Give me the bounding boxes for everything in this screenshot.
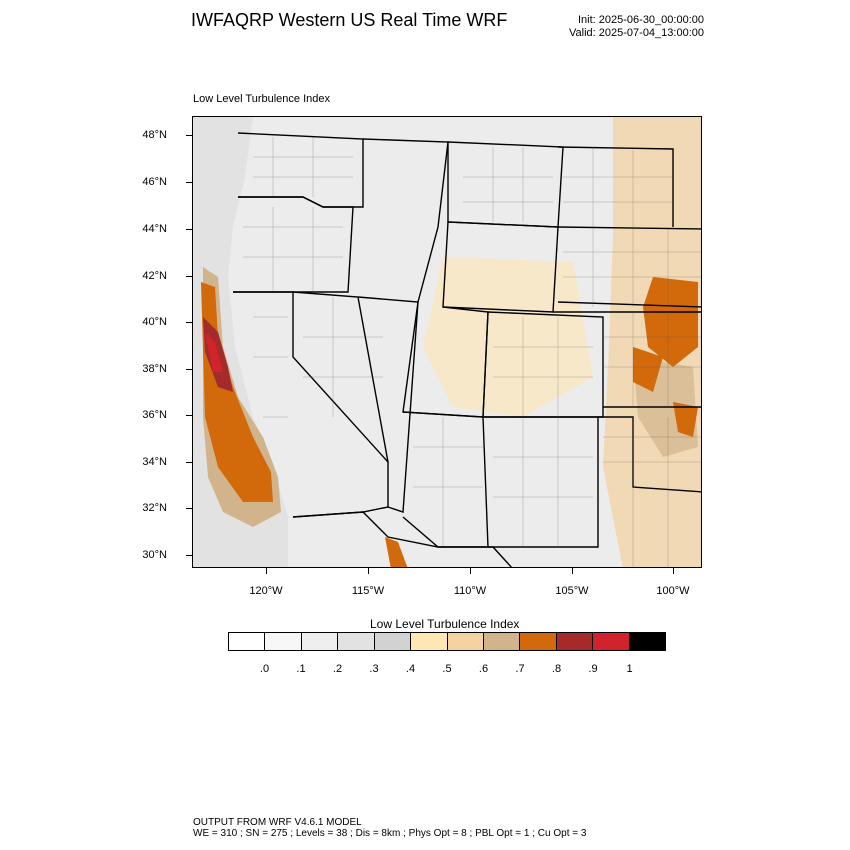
lat-label-30: 30°N [142,549,167,561]
lat-label-42: 42°N [142,270,167,282]
lat-label-36: 36°N [142,409,167,421]
legend-label: .8 [551,663,562,675]
legend-swatch [301,633,339,650]
lon-tick [673,568,674,574]
legend-label: .7 [515,663,525,675]
legend-label: .3 [369,663,379,675]
county-boundaries [243,137,701,567]
valid-time: Valid: 2025-07-04_13:00:00 [569,27,704,39]
lon-label-100w: 100°W [656,585,690,597]
lat-tick [186,462,192,463]
lat-tick [186,276,192,277]
lat-tick [186,135,192,136]
lat-label-44: 44°N [142,223,167,235]
lon-tick [266,568,267,574]
orange-blob-oklahoma [673,402,698,437]
legend-label: .1 [296,663,306,675]
lat-tick [186,229,192,230]
orange-blob-kansas-south [633,347,663,392]
legend-label: .5 [442,663,452,675]
legend-swatch [520,633,557,650]
footer-model: OUTPUT FROM WRF V4.6.1 MODEL [193,817,362,828]
lon-label-105w: 105°W [555,585,589,597]
footer-settings: WE = 310 ; SN = 275 ; Levels = 38 ; Dis … [193,828,587,839]
legend-title: Low Level Turbulence Index [370,617,520,631]
legend-colorbar [228,632,666,651]
init-time: Init: 2025-06-30_00:00:00 [578,14,704,26]
lat-label-48: 48°N [142,129,167,141]
legend-swatch [411,633,448,650]
lat-label-34: 34°N [142,456,167,468]
lon-label-115w: 115°W [351,585,385,597]
lat-label-40: 40°N [142,316,167,328]
legend-swatch [629,633,666,650]
lon-tick [368,568,369,574]
legend-swatch [338,633,375,650]
lat-label-46: 46°N [142,176,167,188]
legend-swatch [447,633,484,650]
lat-tick [186,369,192,370]
legend-label: .4 [405,663,416,675]
legend-label: .2 [332,663,343,675]
lat-label-38: 38°N [142,363,167,375]
legend-label: .6 [478,663,489,675]
lon-tick [572,568,573,574]
turbulence-map [193,117,701,567]
map-title: IWFAQRP Western US Real Time WRF [191,10,508,30]
lat-label-32: 32°N [142,502,167,514]
legend-label: .9 [588,663,598,675]
lat-tick [186,555,192,556]
orange-blob-kansas [643,277,698,367]
lon-label-110w: 110°W [453,585,487,597]
legend-swatch [593,633,630,650]
lat-tick [186,322,192,323]
field-label: Low Level Turbulence Index [193,93,330,105]
lon-label-120w: 120°W [249,585,283,597]
map-panel [192,116,702,568]
lat-tick [186,182,192,183]
legend-swatch [229,633,266,650]
legend-swatch [265,633,302,650]
lat-tick [186,415,192,416]
legend-label: .0 [259,663,270,675]
lon-tick [470,568,471,574]
lat-tick [186,508,192,509]
coastal-band-red [205,332,223,372]
coastal-band-orange [201,282,273,502]
legend-swatch [483,633,521,650]
legend-swatch [556,633,594,650]
orange-blob-baja [385,537,408,567]
legend-swatch [374,633,412,650]
mexico-border [292,511,513,567]
legend-label: 1 [626,663,633,675]
